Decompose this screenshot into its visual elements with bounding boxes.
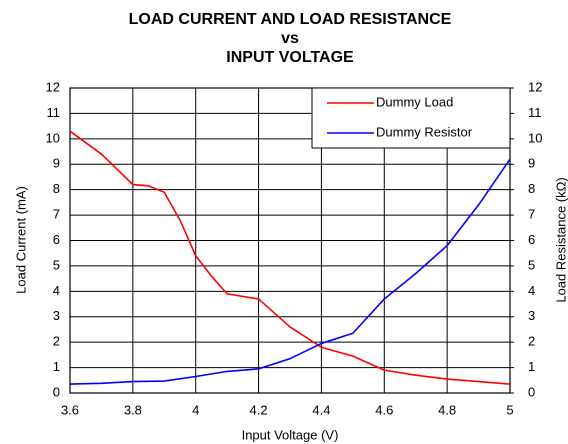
y-tick-label: 8 [53,181,60,196]
y2-tick-label: 1 [528,359,535,374]
y-tick-label: 2 [53,334,60,349]
y-tick-label: 11 [47,105,61,120]
y-tick-label: 5 [53,257,60,272]
series-line [69,130,511,385]
y2-tick-label: 5 [528,257,535,272]
y-tick-label: 1 [53,359,60,374]
legend-label: Dummy Resistor [376,124,473,139]
y2-tick-label: 9 [528,156,535,171]
x-tick-label: 4 [192,402,199,417]
x-tick-label: 4.8 [438,402,456,417]
series-line [69,158,511,385]
x-tick-label: 4.2 [250,402,268,417]
y-tick-label: 9 [53,156,60,171]
y2-tick-label: 3 [528,308,535,323]
y2-tick-label: 11 [528,105,542,120]
y2-tick-label: 7 [528,207,535,222]
plot-frame [69,87,511,394]
y2-tick-label: 0 [528,384,535,399]
legend-label: Dummy Load [376,94,453,109]
x-tick-label: 4.4 [312,402,330,417]
x-tick-label: 4.6 [375,402,393,417]
x-tick-label: 5 [506,402,513,417]
y2-tick-label: 8 [528,181,535,196]
x-tick-label: 3.6 [61,402,79,417]
y-tick-label: 3 [53,308,60,323]
chart-title: INPUT VOLTAGE [226,49,354,66]
x-tick-label: 3.8 [124,402,142,417]
y-tick-label: 4 [53,283,60,298]
y-tick-label: 7 [53,207,60,222]
chart-title: LOAD CURRENT AND LOAD RESISTANCE [129,11,452,28]
y-tick-label: 6 [53,232,60,247]
y2-axis-label: Load Resistance (kΩ) [553,177,568,302]
chart-title: vs [281,30,299,47]
legend-box [311,87,511,149]
y2-tick-label: 6 [528,232,535,247]
x-axis-label: Input Voltage (V) [242,427,339,442]
y-tick-label: 12 [46,79,60,94]
y2-tick-label: 4 [528,283,535,298]
y2-tick-label: 10 [528,130,542,145]
y-tick-label: 0 [53,384,60,399]
y2-tick-label: 12 [528,79,542,94]
y-axis-label: Load Current (mA) [13,186,28,294]
y2-tick-label: 2 [528,334,535,349]
y-tick-label: 10 [46,130,60,145]
